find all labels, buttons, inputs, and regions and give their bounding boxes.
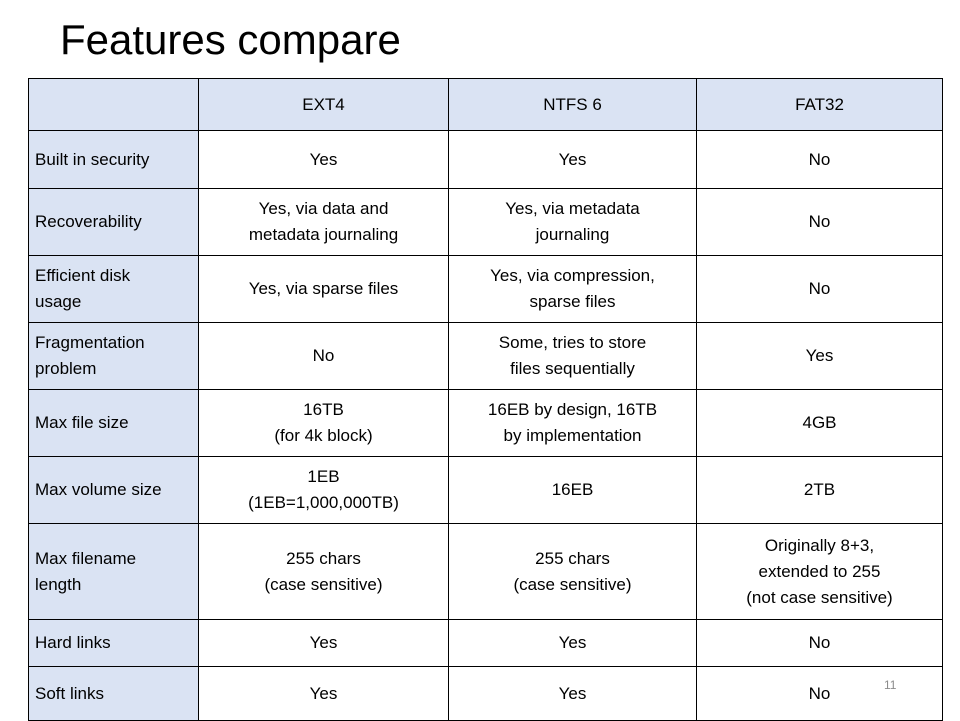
table-row: Efficient disk usage Yes, via sparse fil… — [28, 255, 943, 323]
table-cell: Yes, via compression, sparse files — [448, 255, 697, 323]
table-cell: Yes — [198, 619, 449, 667]
table-cell: Yes — [198, 130, 449, 189]
row-label: Max volume size — [28, 456, 199, 524]
table-cell: Some, tries to store files sequentially — [448, 322, 697, 390]
table-cell: Yes — [696, 322, 943, 390]
table-cell: 16EB — [448, 456, 697, 524]
header-cell-empty — [28, 78, 199, 131]
header-cell-ntfs6: NTFS 6 — [448, 78, 697, 131]
row-label: Hard links — [28, 619, 199, 667]
table-cell: Yes — [198, 666, 449, 721]
table-cell: No — [696, 619, 943, 667]
table-cell: Yes, via metadata journaling — [448, 188, 697, 256]
header-cell-fat32: FAT32 — [696, 78, 943, 131]
header-row: EXT4 NTFS 6 FAT32 — [28, 78, 943, 131]
row-label: Efficient disk usage — [28, 255, 199, 323]
table-row: Max file size 16TB (for 4k block) 16EB b… — [28, 389, 943, 457]
row-label: Max file size — [28, 389, 199, 457]
table-row: Fragmentation problem No Some, tries to … — [28, 322, 943, 390]
table-cell: No — [696, 666, 943, 721]
table-cell: Yes — [448, 130, 697, 189]
table-cell: 1EB (1EB=1,000,000TB) — [198, 456, 449, 524]
row-label: Soft links — [28, 666, 199, 721]
table-row: Hard links Yes Yes No — [28, 619, 943, 667]
table-cell: Yes, via sparse files — [198, 255, 449, 323]
features-comparison-table: EXT4 NTFS 6 FAT32 Built in security Yes … — [28, 78, 943, 721]
page-number: 11 — [884, 678, 897, 692]
table-row: Soft links Yes Yes No — [28, 666, 943, 721]
table-row: Recoverability Yes, via data and metadat… — [28, 188, 943, 256]
table-cell: 16EB by design, 16TB by implementation — [448, 389, 697, 457]
table-cell: Originally 8+3, extended to 255 (not cas… — [696, 523, 943, 620]
table-row: Max filename length 255 chars (case sens… — [28, 523, 943, 620]
row-label: Built in security — [28, 130, 199, 189]
header-cell-ext4: EXT4 — [198, 78, 449, 131]
table-cell: Yes — [448, 619, 697, 667]
table-cell: No — [696, 188, 943, 256]
table-cell: No — [696, 255, 943, 323]
table-cell: 2TB — [696, 456, 943, 524]
table-cell: 16TB (for 4k block) — [198, 389, 449, 457]
table-cell: 4GB — [696, 389, 943, 457]
row-label: Recoverability — [28, 188, 199, 256]
table-cell: 255 chars (case sensitive) — [198, 523, 449, 620]
table-cell: Yes — [448, 666, 697, 721]
row-label: Max filename length — [28, 523, 199, 620]
table-cell: 255 chars (case sensitive) — [448, 523, 697, 620]
table-row: Built in security Yes Yes No — [28, 130, 943, 189]
table-cell: Yes, via data and metadata journaling — [198, 188, 449, 256]
row-label: Fragmentation problem — [28, 322, 199, 390]
table-row: Max volume size 1EB (1EB=1,000,000TB) 16… — [28, 456, 943, 524]
slide-title: Features compare — [60, 16, 401, 63]
table-cell: No — [198, 322, 449, 390]
table-cell: No — [696, 130, 943, 189]
